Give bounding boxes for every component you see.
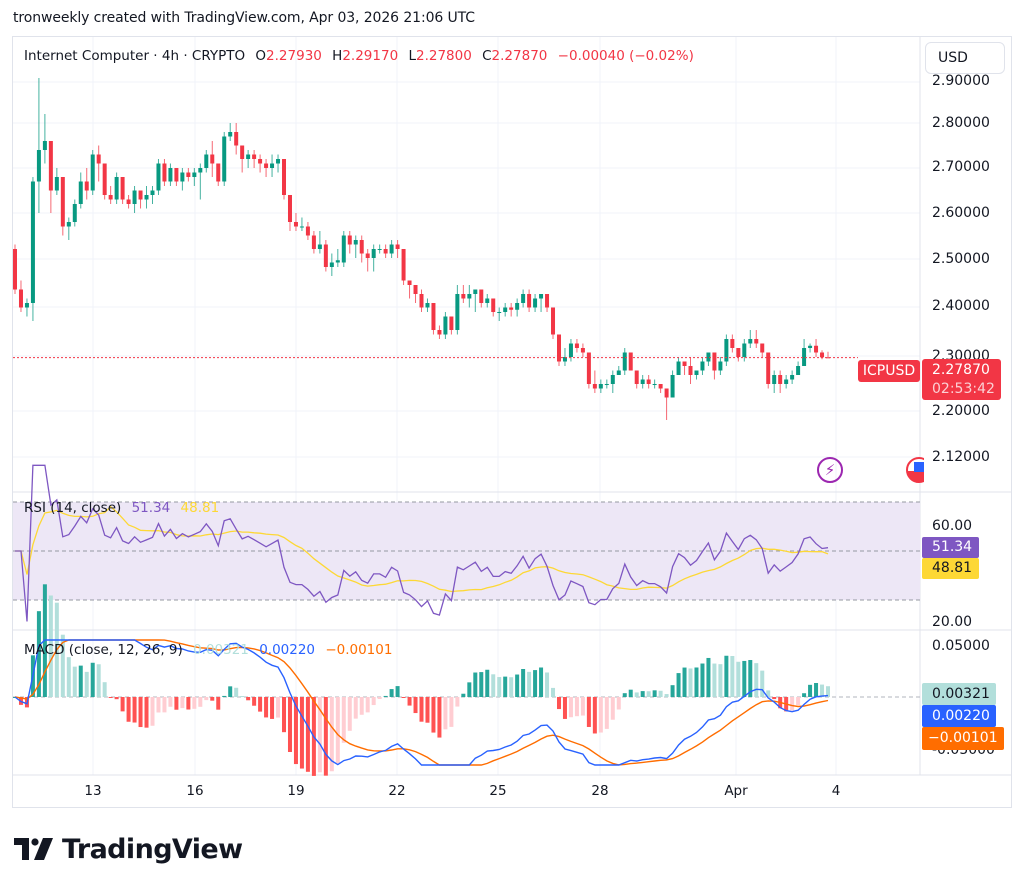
macd-line-value: 0.00220 xyxy=(259,642,316,658)
tradingview-logo-text: TradingView xyxy=(62,833,243,865)
time-axis-label: Apr xyxy=(724,783,748,799)
price-axis-label: 2.20000 xyxy=(932,403,990,419)
macd-legend: MACD (close, 12, 26, 9) 0.00321 0.00220 … xyxy=(24,642,398,658)
lightning-icon[interactable]: ⚡ xyxy=(817,457,843,483)
price-axis-label: 2.12000 xyxy=(932,449,990,465)
rsi-pane xyxy=(13,464,920,622)
time-axis-label: 4 xyxy=(831,783,841,799)
rsi-value-tag: 51.34 xyxy=(922,537,979,558)
macd-axis-label: 0.05000 xyxy=(932,638,990,654)
high-value: 2.29170 xyxy=(342,48,399,64)
chart-frame xyxy=(12,36,1012,808)
price-axis-label: 2.60000 xyxy=(932,205,990,221)
macd-pane xyxy=(13,584,920,776)
time-axis-label: 19 xyxy=(287,783,305,799)
macd-histogram-tag: 0.00321 xyxy=(922,683,996,705)
tradingview-logo[interactable]: TradingView xyxy=(14,833,243,865)
symbol-price-tag: ICPUSD xyxy=(858,360,920,382)
macd-line-tag: 0.00220 xyxy=(922,705,996,727)
price-axis-label: 2.50000 xyxy=(932,251,990,267)
rsi-ma-value-tag: 48.81 xyxy=(922,558,979,579)
rsi-axis-label: 20.00 xyxy=(932,614,973,630)
close-value: 2.27870 xyxy=(491,48,548,64)
bar-countdown: 02:53:42 xyxy=(932,381,995,397)
us-flag-event-icon[interactable] xyxy=(906,457,924,483)
rsi-axis-label: 60.00 xyxy=(932,518,973,534)
time-axis-label: 25 xyxy=(489,783,507,799)
open-value: 2.27930 xyxy=(266,48,322,64)
macd-histogram-value: 0.00321 xyxy=(193,642,249,658)
price-axis-label: 2.90000 xyxy=(932,73,990,89)
tradingview-logo-icon xyxy=(14,838,53,860)
low-value: 2.27800 xyxy=(415,48,472,64)
currency-button[interactable]: USD xyxy=(925,42,1005,74)
time-axis-label: 28 xyxy=(591,783,609,799)
macd-signal-value: −0.00101 xyxy=(325,642,393,658)
price-axis-label: 2.80000 xyxy=(932,115,990,131)
rsi-value: 51.34 xyxy=(131,500,171,516)
candlestick-series xyxy=(13,78,830,420)
price-axis-label: 2.70000 xyxy=(932,159,990,175)
symbol-legend: Internet Computer · 4h · CRYPTO O2.27930… xyxy=(24,48,694,64)
time-axis-label: 16 xyxy=(186,783,204,799)
time-axis-label: 22 xyxy=(388,783,406,799)
last-price-tag: 2.27870 02:53:42 xyxy=(922,359,1001,400)
chart-credit: tronweekly created with TradingView.com,… xyxy=(13,10,475,26)
last-price: 2.27870 xyxy=(932,362,990,378)
change-value: −0.00040 (−0.02%) xyxy=(557,48,694,64)
symbol-name: Internet Computer · 4h · CRYPTO xyxy=(24,48,246,64)
time-axis-label: 13 xyxy=(84,783,102,799)
macd-signal-tag: −0.00101 xyxy=(922,727,1004,750)
rsi-title: RSI (14, close) xyxy=(24,500,122,516)
macd-title: MACD (close, 12, 26, 9) xyxy=(24,642,183,658)
rsi-ma-value: 48.81 xyxy=(180,500,220,516)
rsi-legend: RSI (14, close) 51.34 48.81 xyxy=(24,500,225,516)
price-axis-label: 2.40000 xyxy=(932,298,990,314)
grid-lines xyxy=(12,37,1011,776)
